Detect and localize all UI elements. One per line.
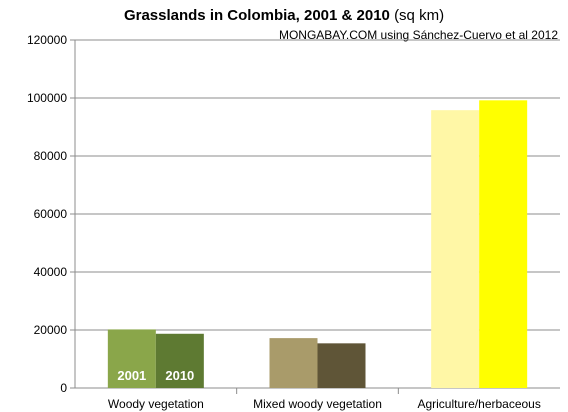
- y-tick-label: 80000: [34, 149, 68, 163]
- bar: [107, 329, 156, 388]
- y-tick-label: 40000: [34, 265, 68, 279]
- x-category-label: Woody vegetation: [108, 397, 204, 411]
- series-label: 2001: [117, 368, 146, 383]
- chart-title: Grasslands in Colombia, 2001 & 2010 (sq …: [0, 7, 568, 24]
- bar: [155, 333, 204, 388]
- y-tick-label: 120000: [27, 33, 67, 47]
- y-tick-label: 0: [60, 381, 67, 395]
- chart-title-unit: (sq km): [394, 7, 445, 24]
- chart-title-main: Grasslands in Colombia, 2001 & 2010: [123, 7, 390, 24]
- series-label: 2010: [165, 368, 194, 383]
- x-category-label: Mixed woody vegetation: [253, 397, 382, 411]
- chart-subtitle: MONGABAY.COM using Sánchez-Cuervo et al …: [278, 28, 558, 42]
- bar: [317, 343, 366, 388]
- y-tick-label: 60000: [34, 207, 68, 221]
- y-tick-label: 100000: [27, 91, 67, 105]
- x-category-label: Agriculture/herbaceous: [417, 397, 540, 411]
- bar: [479, 100, 528, 388]
- bar: [431, 110, 480, 389]
- bar: [269, 338, 318, 388]
- y-tick-label: 20000: [34, 323, 68, 337]
